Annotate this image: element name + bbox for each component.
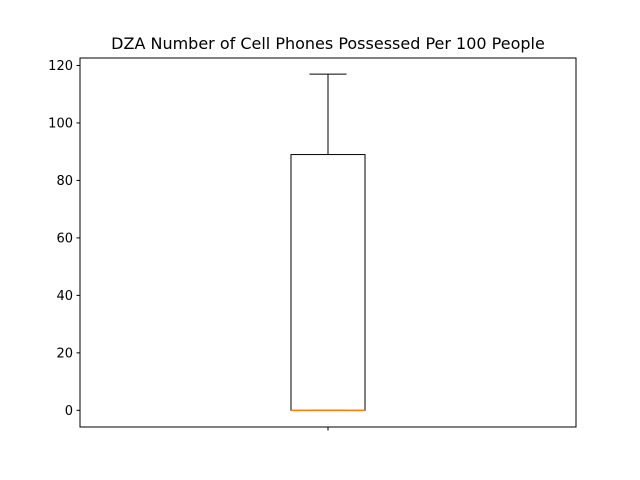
y-tick-label: 120 (48, 59, 73, 74)
y-tick-label: 80 (56, 174, 73, 189)
box-plot (290, 73, 366, 412)
y-tick-label: 40 (56, 289, 73, 304)
y-tick-label: 100 (48, 116, 73, 131)
chart-title: DZA Number of Cell Phones Possessed Per … (111, 34, 545, 53)
y-axis: 0 20 40 60 80 100 120 (48, 59, 80, 419)
iqr-box (290, 154, 366, 411)
y-tick-label: 60 (56, 231, 73, 246)
y-tick-label: 20 (56, 346, 73, 361)
y-tick-label: 0 (65, 404, 73, 419)
plot-area-frame (79, 57, 577, 428)
